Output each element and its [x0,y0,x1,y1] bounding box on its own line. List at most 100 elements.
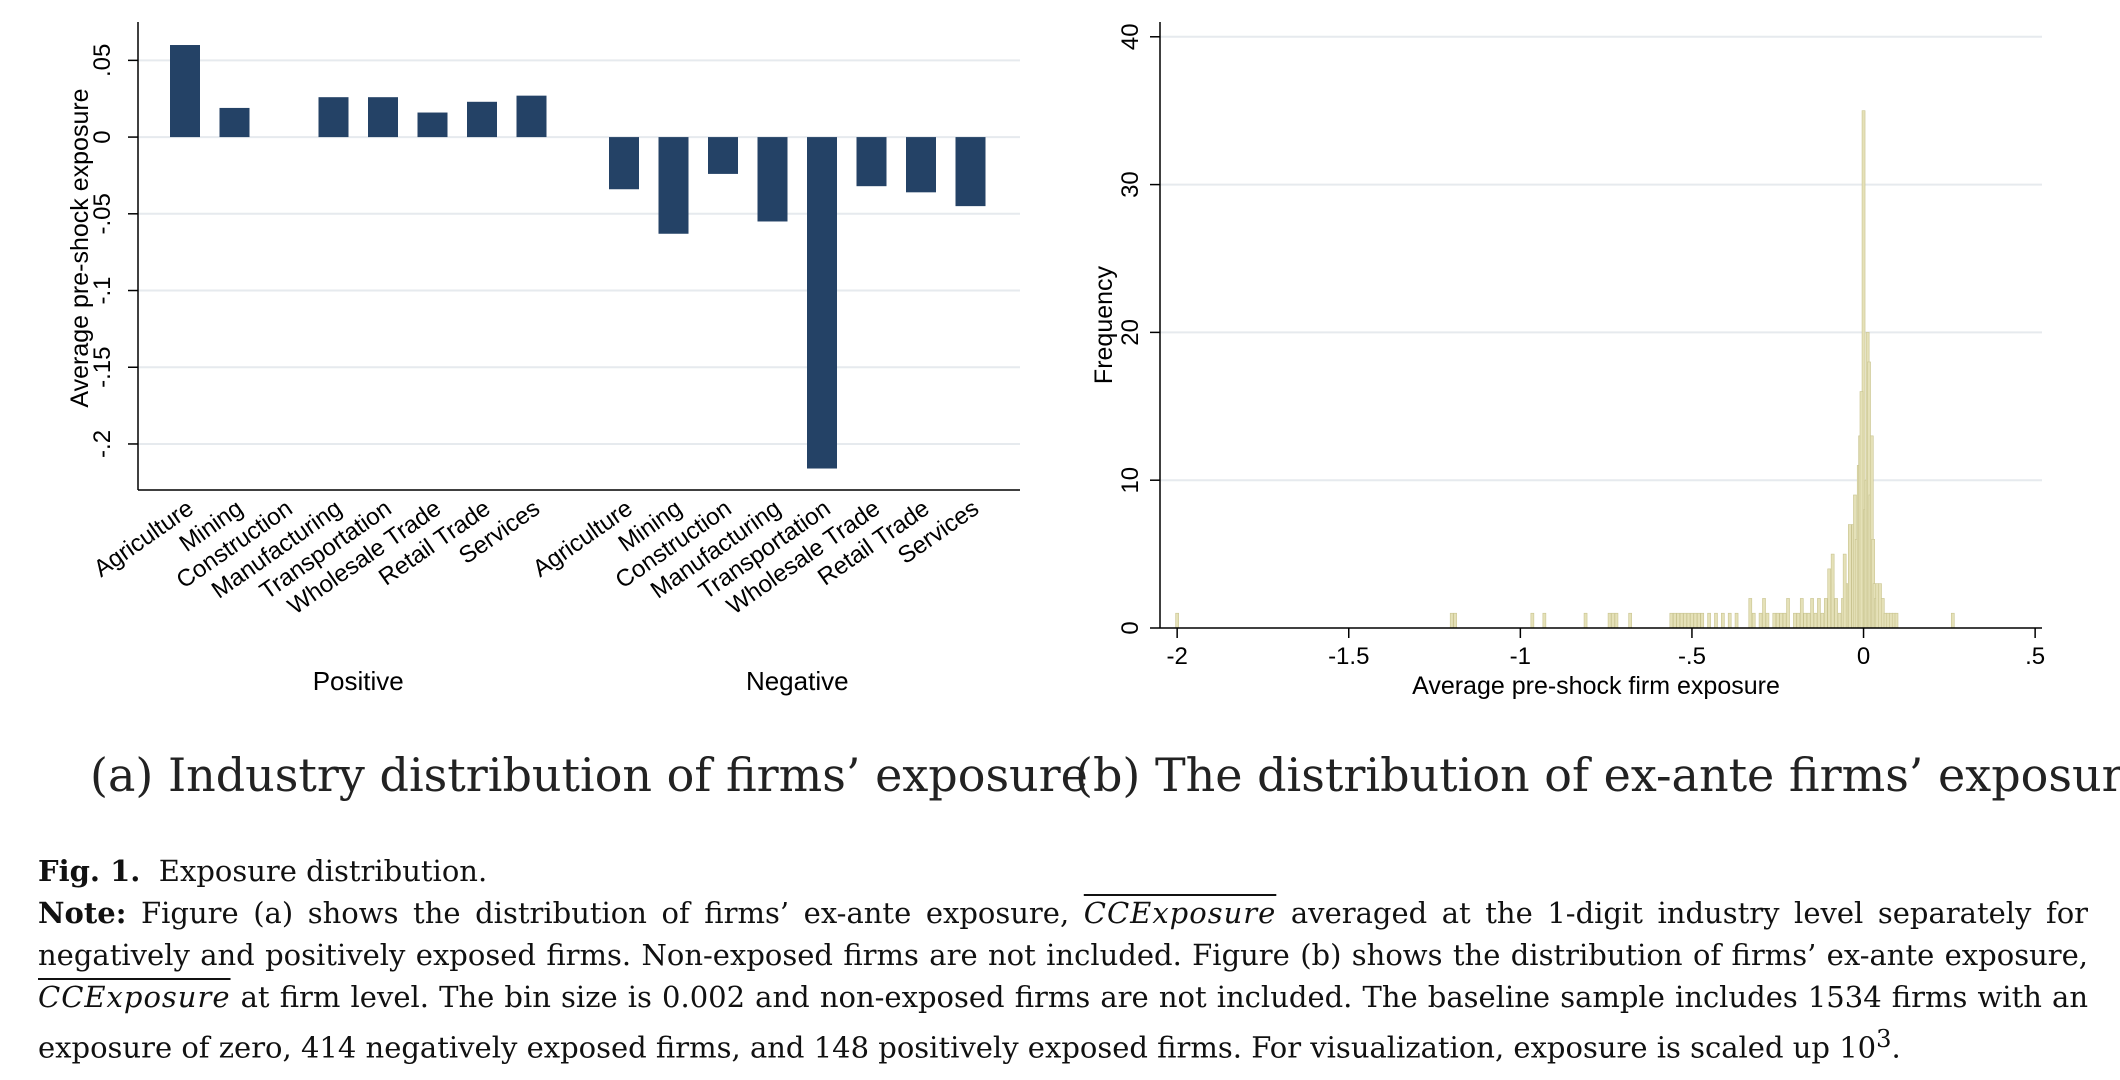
histogram-bin [1830,553,1835,629]
histogram-bin [1679,612,1684,629]
ccexposure-symbol-1: CCExposure [1083,896,1277,930]
histogram-bin [1751,612,1756,629]
histogram-bin [1607,612,1612,629]
note-part-3: at firm level. The bin size is 0.002 and… [38,980,2088,1065]
histogram-bin [1628,612,1632,629]
bar [467,101,497,138]
histogram-bin [1813,612,1818,629]
histogram-bin [1686,612,1691,629]
bar [368,97,398,138]
y-tick-label: -.05 [89,193,116,234]
histogram-bin [1748,598,1753,629]
scale-exponent: 3 [1876,1025,1892,1053]
histogram-bin [1721,612,1725,629]
y-axis-label: Average pre-shock exposure [66,88,94,407]
bar [708,137,738,174]
x-tick-label: -.5 [1678,643,1706,670]
y-tick-label: 0 [89,130,116,143]
bar [658,137,689,234]
histogram-bin [1669,612,1674,629]
histogram-bin [1782,612,1787,629]
group-label: Positive [313,666,404,696]
histogram-bin [1803,612,1807,629]
histogram-bin [1823,598,1828,629]
y-tick-label: 0 [1117,621,1144,634]
histogram-bin [1772,612,1777,629]
histogram-bin [1793,612,1797,629]
histogram-bin [1848,524,1852,629]
histogram-bin [1762,598,1766,629]
histogram-bin [1611,612,1615,629]
histogram-bin [1950,612,1955,629]
chart-a-industry-exposure: .05 0 -.05 -.1 -.15 -.2 Average pre-shock expo… [66,22,1020,696]
bar [219,107,250,138]
histogram-bin [1765,612,1770,629]
histogram-bin [1775,612,1780,629]
y-tick-label: 30 [1117,171,1144,198]
bar [318,97,349,138]
bar [170,45,200,138]
bar [417,112,448,138]
histogram-bin [1817,598,1821,629]
histogram-bin [1734,612,1739,629]
y-tick-label: 10 [1117,467,1144,494]
bar [955,137,986,207]
histogram-bin [1727,612,1732,629]
y-tick-label: -.1 [89,277,116,305]
histogram-bin [1806,612,1811,629]
histogram-bin [1894,612,1899,629]
note-label: Note: [38,896,127,930]
histogram-bin [1676,612,1681,629]
bar [856,137,887,187]
histogram-bin [1786,598,1790,629]
x-axis-label: Average pre-shock firm exposure [1412,672,1780,700]
bar [757,137,788,222]
figure-label: Fig. 1. [38,854,141,888]
y-tick-label: -.15 [89,347,116,388]
histogram-bin [1583,612,1588,629]
figure-title: Exposure distribution. [158,854,488,888]
histogram-bin [1693,612,1698,629]
histogram-bin [1714,612,1718,629]
histogram-bin [1530,612,1535,629]
figure-panels: .05 0 -.05 -.1 -.15 -.2 Average pre-shock expo… [66,22,2045,700]
x-tick-label: -1 [1510,643,1531,670]
histogram-bin [1859,391,1864,629]
histogram-bin [1799,598,1804,629]
x-tick-label: -1.5 [1328,643,1369,670]
note-end: . [1891,1030,1901,1065]
figure-caption: Fig. 1. Exposure distribution. Note: Fig… [38,850,2088,1069]
x-tick-label: .5 [2025,643,2045,670]
histogram-bin [1827,568,1832,629]
panel-a-caption: (a) Industry distribution of firms’ expo… [90,748,1088,802]
histogram-bin [1834,598,1838,629]
y-tick-label: 40 [1117,23,1144,50]
histogram-bin [1758,612,1763,629]
y-tick-label: 20 [1117,319,1144,346]
histogram-bin [1175,612,1179,629]
histogram-bin [1690,612,1694,629]
histogram-bin [1453,612,1457,629]
histogram-bin [1683,612,1687,629]
y-tick-label: -.2 [89,430,116,458]
histogram-bin [1697,612,1701,629]
histogram-bin [1672,612,1677,629]
histogram-bin [1542,612,1547,629]
bar [906,137,936,193]
bar [807,137,837,469]
x-tick-label: 0 [1857,643,1870,670]
histogram-bin [1810,598,1814,629]
group-label: Negative [746,666,849,696]
histogram-bin [1779,612,1783,629]
histogram-bin [1700,612,1705,629]
histogram-bin [1796,612,1801,629]
panel-b-caption: (b) The distribution of ex-ante firms’ e… [1075,748,2120,802]
note-part-2: averaged at the 1-digit industry level s… [38,896,2089,972]
histogram-bin [1707,612,1711,629]
figure-note: Note: Figure (a) shows the distribution … [38,892,2088,1069]
note-part-1: Figure (a) shows the distribution of fir… [141,896,1070,930]
scale-base: 10 [1839,1030,1877,1065]
histogram-bin [1842,553,1847,629]
y-tick-label: .05 [89,44,116,77]
histogram-bin [1449,612,1454,629]
